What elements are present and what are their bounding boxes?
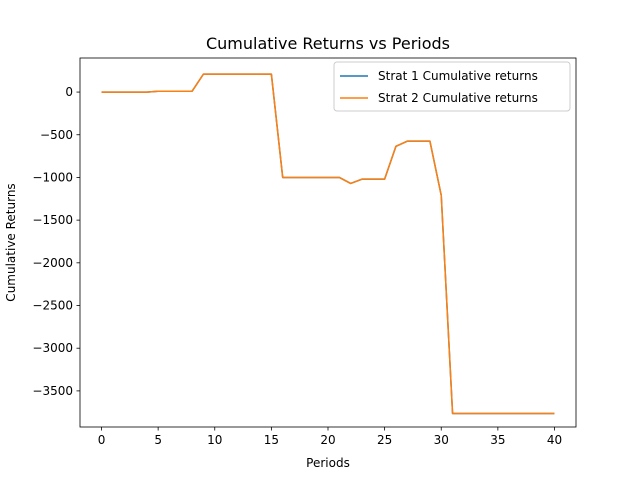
legend-label-strat-2: Strat 2 Cumulative returns (378, 91, 538, 105)
x-axis-ticks: 0 5 10 15 20 25 30 35 40 (98, 427, 562, 447)
x-tick-label: 0 (98, 433, 106, 447)
legend-label-strat-1: Strat 1 Cumulative returns (378, 69, 538, 83)
chart-title: Cumulative Returns vs Periods (206, 34, 450, 53)
y-axis-label: Cumulative Returns (4, 183, 18, 301)
y-tick-label: −500 (40, 128, 73, 142)
y-tick-label: 0 (65, 85, 73, 99)
x-tick-label: 25 (377, 433, 392, 447)
x-tick-label: 20 (320, 433, 335, 447)
plot-frame (79, 57, 577, 428)
y-tick-label: −1500 (32, 213, 73, 227)
y-tick-label: −3500 (32, 384, 73, 398)
series-line-strat-2 (101, 73, 555, 415)
x-tick-label: 10 (207, 433, 222, 447)
y-tick-label: −1000 (32, 170, 73, 184)
x-tick-label: 40 (547, 433, 562, 447)
y-axis-ticks: 0 −500 −1000 −1500 −2000 −2500 −3000 −3500 (32, 85, 80, 398)
x-tick-label: 15 (264, 433, 279, 447)
legend: Strat 1 Cumulative returns Strat 2 Cumul… (333, 61, 571, 112)
x-tick-label: 35 (490, 433, 505, 447)
y-tick-label: −2500 (32, 299, 73, 313)
x-tick-label: 5 (154, 433, 162, 447)
y-tick-label: −2000 (32, 256, 73, 270)
legend-box (333, 61, 571, 112)
x-axis-label: Periods (306, 456, 350, 470)
series-lines (101, 73, 555, 415)
x-tick-label: 30 (434, 433, 449, 447)
y-tick-label: −3000 (32, 341, 73, 355)
